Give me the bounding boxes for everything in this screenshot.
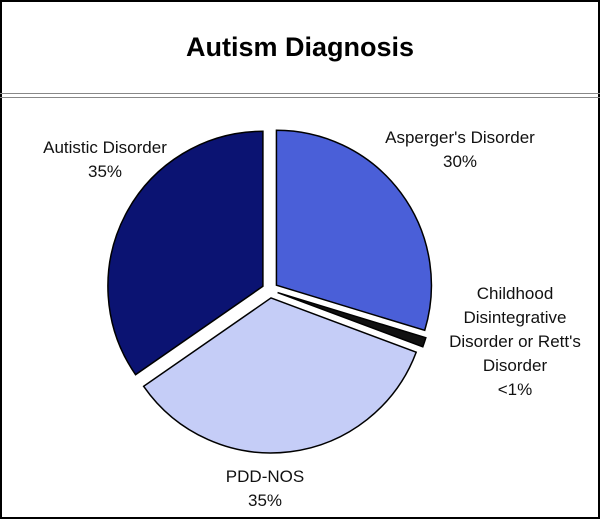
slice-value-label: <1% [497, 380, 533, 399]
slice-label: Childhood Disintegrative Disorder or Ret… [440, 282, 590, 402]
slice-name: PDD-NOS [225, 467, 305, 486]
slice-name: Childhood Disintegrative Disorder or Ret… [449, 284, 581, 375]
title-separator [0, 93, 600, 98]
slice-name: Asperger's Disorder [385, 128, 535, 147]
slice-name: Autistic Disorder [43, 138, 167, 157]
chart-title: Autism Diagnosis [185, 32, 415, 62]
slice-value-label: 30% [442, 152, 478, 171]
slice-value-label: 35% [247, 491, 283, 510]
pie-slice [277, 291, 427, 348]
pie-slice [142, 297, 418, 454]
slice-label: PDD-NOS 35% [200, 465, 330, 513]
slice-value-label: 35% [87, 162, 123, 181]
slice-label: Autistic Disorder 35% [20, 136, 190, 184]
slice-label: Asperger's Disorder 30% [365, 126, 555, 174]
pie-slice [275, 129, 433, 332]
pie-slice [107, 130, 264, 376]
